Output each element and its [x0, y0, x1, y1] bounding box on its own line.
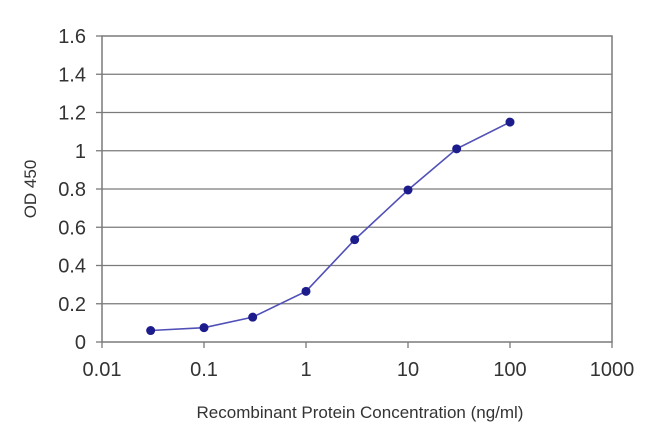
y-tick-labels: 0 0.2 0.4 0.6 0.8 1 1.2 1.4 1.6	[58, 26, 102, 354]
x-tick-label: 100	[493, 359, 526, 381]
x-tick-label: 0.1	[190, 359, 218, 381]
y-tick-label: 1.2	[58, 103, 86, 125]
data-point	[350, 235, 360, 245]
series-line	[150, 121, 511, 332]
data-point	[248, 312, 258, 322]
y-tick-label: 0.2	[58, 294, 86, 316]
x-tick-label: 0.01	[83, 359, 122, 381]
x-axis-label: Recombinant Protein Concentration (ng/ml…	[197, 403, 524, 422]
y-tick-label: 1.4	[58, 64, 86, 86]
data-point	[452, 144, 462, 154]
x-tick-labels: 0.01 0.1 1 10 100 1000	[83, 342, 635, 381]
y-tick-label: 0	[75, 332, 86, 354]
data-point	[146, 326, 156, 336]
grid-lines	[102, 73, 612, 305]
x-tick-label: 1000	[590, 359, 635, 381]
y-tick-label: 0.6	[58, 217, 86, 239]
y-axis-label: OD 450	[21, 160, 40, 219]
y-tick-label: 1.6	[58, 26, 86, 48]
y-tick-label: 0.4	[58, 256, 86, 278]
data-point	[403, 185, 413, 195]
data-points	[146, 117, 515, 336]
x-tick-label: 10	[397, 359, 419, 381]
x-tick-label: 1	[300, 359, 311, 381]
data-point	[301, 286, 311, 296]
y-tick-label: 0.8	[58, 179, 86, 201]
y-tick-label: 1	[75, 141, 86, 163]
data-point	[505, 117, 515, 127]
data-point	[199, 323, 209, 333]
